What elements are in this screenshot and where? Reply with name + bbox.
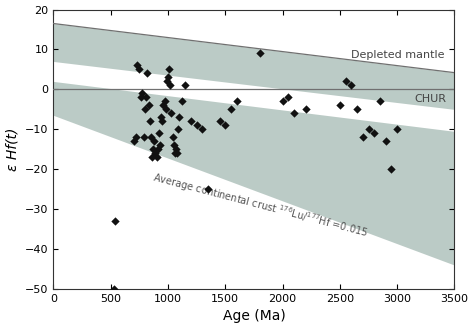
Text: Average continental crust $^{176}$Lu/$^{177}$Hf =0.015: Average continental crust $^{176}$Lu/$^{… [151,169,370,241]
Point [342,79,349,84]
Point [233,99,241,104]
Point [376,99,384,104]
Point [138,91,146,96]
Point [149,147,157,152]
Point [182,83,189,88]
Point [160,103,167,108]
Y-axis label: ε Hf(t): ε Hf(t) [6,128,19,171]
Point [347,83,355,88]
Point [256,51,264,56]
Text: CHUR: CHUR [414,94,447,104]
Point [393,127,401,132]
Point [140,135,148,140]
Point [136,67,143,72]
X-axis label: Age (Ma): Age (Ma) [223,310,285,323]
Point [143,95,150,100]
Point [146,119,154,124]
Point [170,143,178,148]
Point [163,79,171,84]
Point [157,115,165,120]
Point [388,166,395,172]
Point [173,151,181,156]
Point [130,139,137,144]
Point [152,151,159,156]
Point [279,99,286,104]
Point [169,135,176,140]
Point [227,107,235,112]
Point [154,147,162,152]
Point [166,83,174,88]
Point [382,139,390,144]
Point [176,115,183,120]
Point [302,107,310,112]
Point [141,107,149,112]
Point [110,287,118,292]
Point [216,119,223,124]
Point [284,95,292,100]
Point [144,71,151,76]
Point [199,127,206,132]
Text: Depleted mantle: Depleted mantle [351,50,445,61]
Point [290,111,298,116]
Point [111,218,119,224]
Point [161,99,168,104]
Point [204,187,212,192]
Point [133,63,141,68]
Point [365,127,372,132]
Point [156,143,164,148]
Point [147,135,155,140]
Point [193,123,201,128]
Point [162,107,170,112]
Point [137,95,144,100]
Point [174,127,182,132]
Point [172,147,180,152]
Point [132,135,140,140]
Point [187,119,195,124]
Point [168,111,175,116]
Point [153,155,160,160]
Point [155,131,163,136]
Point [359,135,366,140]
Point [148,155,156,160]
Point [164,75,172,80]
Point [353,107,361,112]
Point [145,103,152,108]
Point [371,131,378,136]
Point [165,67,173,72]
Point [171,151,179,156]
Point [151,139,158,144]
Point [158,119,166,124]
Point [178,99,186,104]
Point [336,103,344,108]
Point [221,123,229,128]
